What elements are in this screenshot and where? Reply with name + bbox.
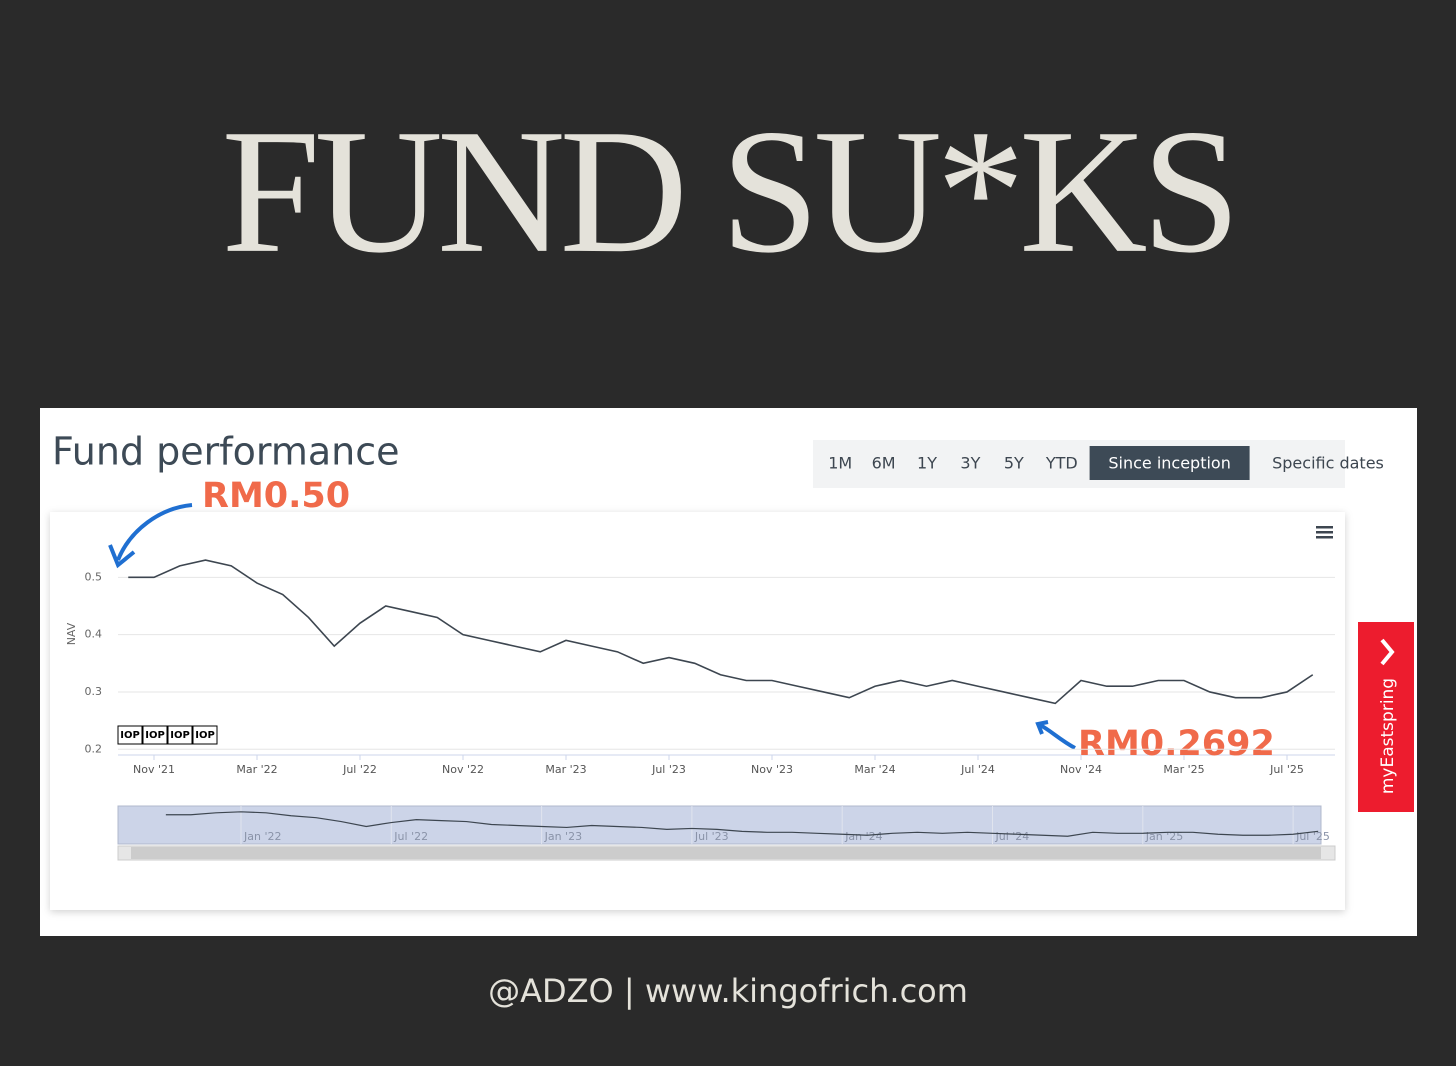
y-axis-label: NAV [65, 622, 78, 645]
x-tick-label: Mar '22 [236, 763, 277, 776]
range-button[interactable]: 1M [828, 454, 852, 473]
y-tick-label: 0.5 [85, 570, 103, 583]
x-tick-label: Jul '22 [342, 763, 377, 776]
range-bar [813, 440, 1345, 488]
flag-box [192, 725, 218, 745]
x-tick-label: Mar '25 [1163, 763, 1204, 776]
x-tick-label: Nov '24 [1060, 763, 1102, 776]
range-button[interactable]: 6M [872, 454, 896, 473]
flag-label: IOP [170, 730, 190, 741]
arrow [1039, 723, 1076, 750]
range-button-bg[interactable] [1089, 446, 1250, 480]
navigator-tick-label: Jan '24 [844, 830, 882, 843]
nav-line [128, 559, 1314, 705]
y-tick-label: 0.2 [85, 742, 103, 755]
x-tick-label: Nov '21 [133, 763, 175, 776]
flag-label: IOP [120, 730, 140, 741]
x-tick-label: Jul '23 [651, 763, 686, 776]
navigator-tick-label: Jan '23 [544, 830, 582, 843]
footer-credit: @ADZO | www.kingofrich.com [488, 972, 968, 1010]
range-button[interactable]: 3Y [960, 454, 980, 473]
x-tick-label: Mar '23 [545, 763, 586, 776]
side-tab-label[interactable]: myEastspring [1378, 678, 1398, 794]
chart-title: Fund performance [52, 430, 400, 474]
flag-label: IOP [145, 730, 165, 741]
flag-box [167, 725, 193, 745]
arrow [116, 503, 193, 561]
x-tick-label: Jul '24 [960, 763, 995, 776]
x-tick-label: Mar '24 [854, 763, 895, 776]
y-tick-label: 0.4 [85, 628, 103, 641]
navigator-line [165, 811, 1319, 837]
annotation: RM0.2692 [1078, 724, 1275, 764]
headline: FUND SU*KS [221, 92, 1234, 290]
navigator-tick-label: Jul '24 [995, 830, 1030, 843]
navigator [117, 805, 1322, 845]
range-button[interactable]: 5Y [1004, 454, 1024, 473]
range-button[interactable]: 1Y [917, 454, 937, 473]
arrowhead [108, 544, 136, 569]
menu-icon[interactable] [1316, 526, 1333, 539]
x-tick-label: Nov '22 [442, 763, 484, 776]
navigator-tick-label: Jul '22 [393, 830, 428, 843]
x-tick-label: Jul '25 [1269, 763, 1304, 776]
navigator-tick-label: Jul '23 [694, 830, 729, 843]
annotation: RM0.50 [202, 476, 350, 516]
arrowhead [1035, 720, 1049, 735]
side-tab-icon [1380, 638, 1395, 666]
x-tick-label: Nov '23 [751, 763, 793, 776]
flag-box [117, 725, 143, 745]
range-button[interactable]: YTD [1045, 454, 1078, 473]
flag-box [142, 725, 168, 745]
side-tab[interactable] [1358, 622, 1414, 812]
flag-label: IOP [195, 730, 215, 741]
scrollbar-thumb[interactable] [131, 847, 1321, 859]
range-button[interactable]: Specific dates [1272, 454, 1384, 473]
range-button[interactable]: Since inception [1108, 454, 1231, 473]
y-tick-label: 0.3 [85, 685, 103, 698]
navigator-tick-label: Jan '22 [243, 830, 281, 843]
